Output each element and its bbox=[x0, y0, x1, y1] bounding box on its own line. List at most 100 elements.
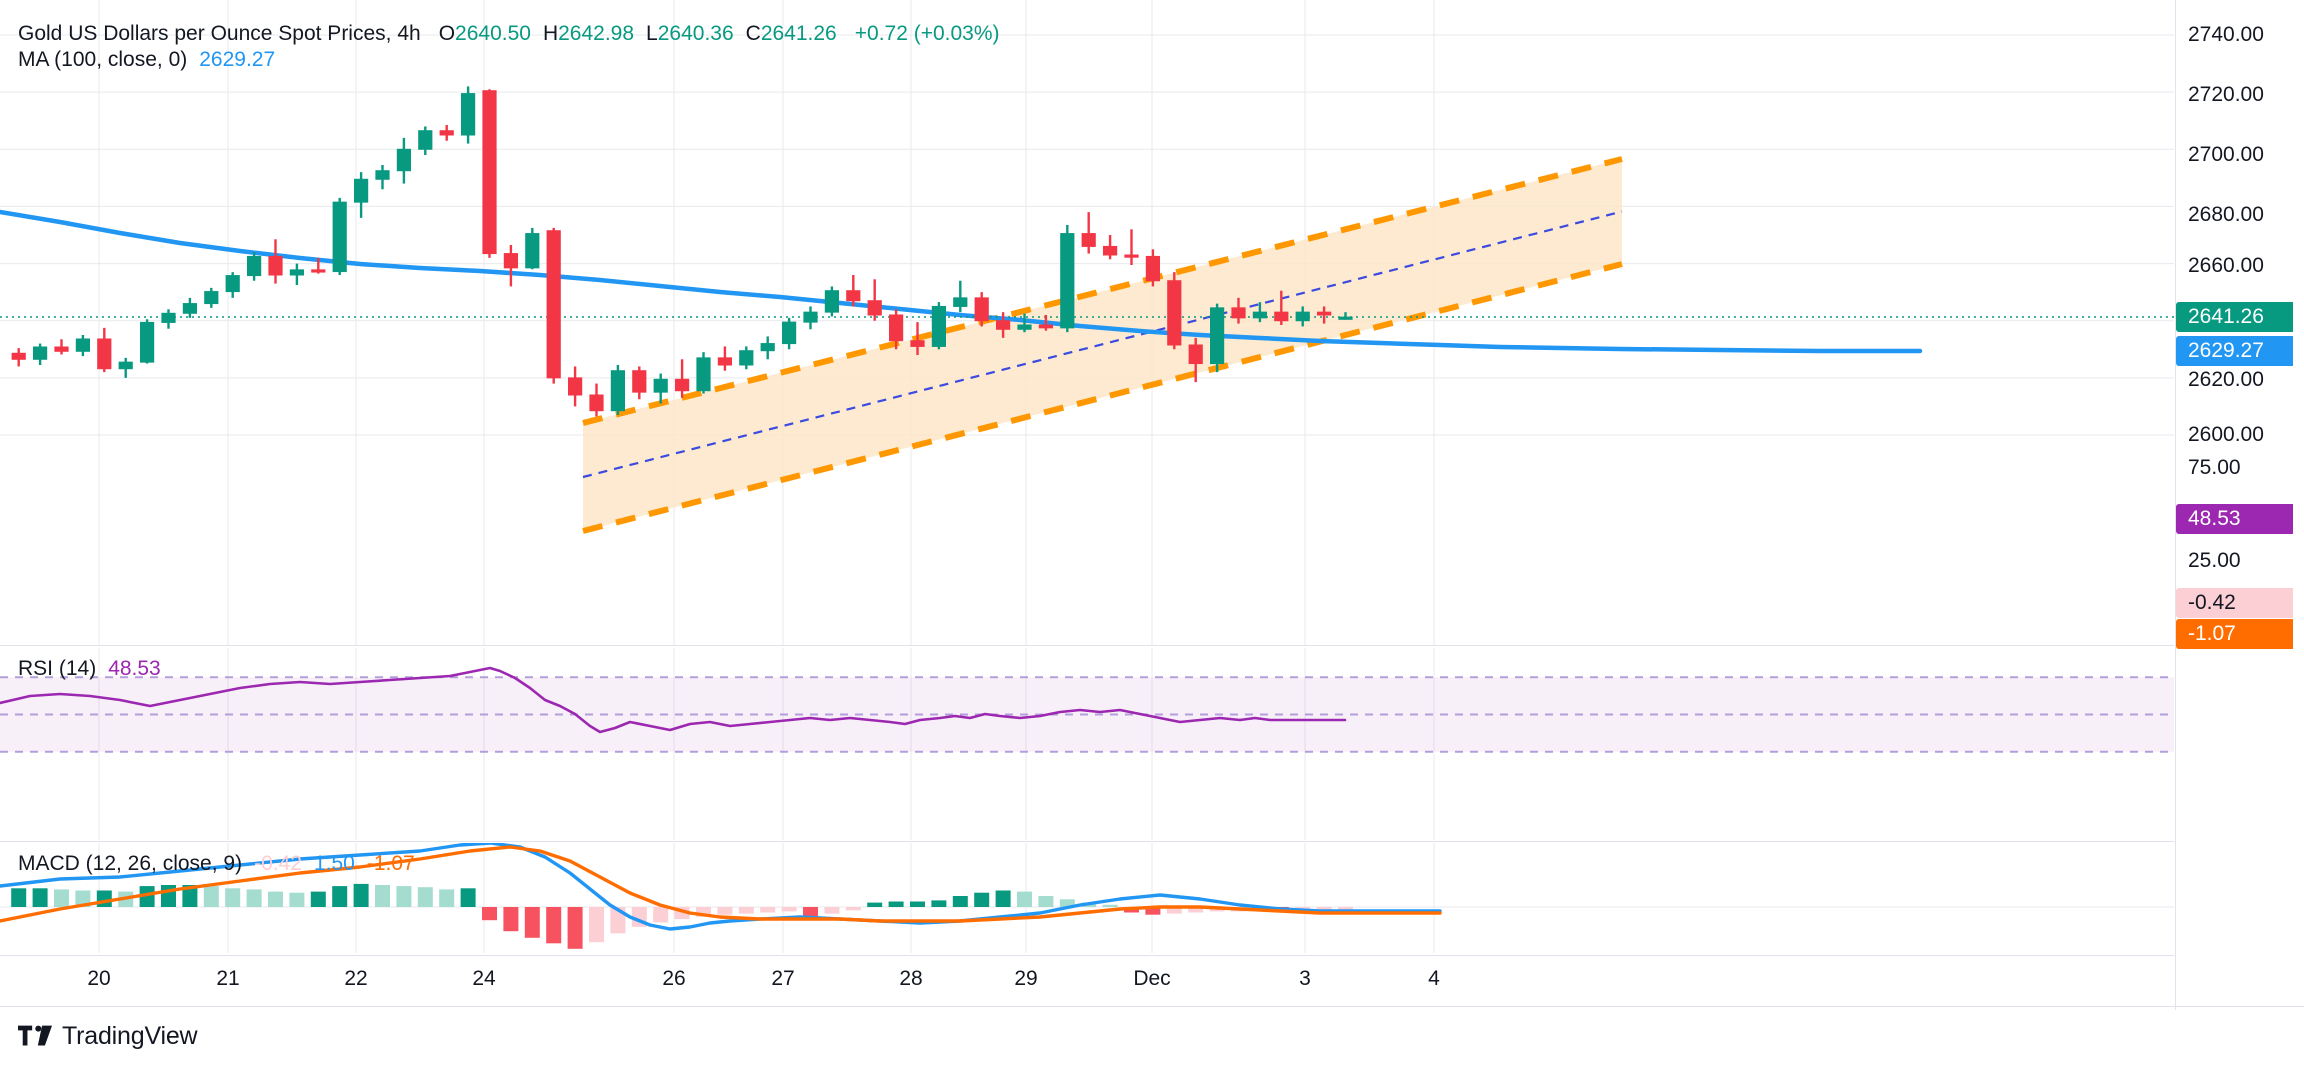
macd-pane[interactable] bbox=[0, 843, 2174, 953]
candle-body[interactable] bbox=[482, 90, 497, 255]
macd-histogram-bar bbox=[696, 907, 711, 917]
candle-body[interactable] bbox=[1252, 311, 1268, 319]
candle-body[interactable] bbox=[525, 233, 540, 269]
candle-body[interactable] bbox=[1017, 324, 1032, 330]
candle-body[interactable] bbox=[1317, 311, 1332, 316]
ma-legend-value: 2629.27 bbox=[199, 48, 276, 71]
channel-median-line[interactable] bbox=[582, 210, 1623, 479]
candle-body[interactable] bbox=[396, 148, 411, 172]
candle-body[interactable] bbox=[1145, 255, 1161, 282]
candle-body[interactable] bbox=[632, 370, 647, 393]
macd-histogram-bar bbox=[1038, 896, 1054, 907]
candle-body[interactable] bbox=[289, 269, 304, 276]
candle-body[interactable] bbox=[653, 378, 668, 393]
candle-body[interactable] bbox=[439, 130, 454, 136]
ohlc-close-label: C bbox=[745, 22, 761, 45]
candle-body[interactable] bbox=[118, 361, 133, 370]
channel-lower-line[interactable] bbox=[582, 261, 1623, 534]
candle-body[interactable] bbox=[204, 291, 219, 305]
macd-legend[interactable]: MACD (12, 26, close, 9) -0.42 1.50 -1.07 bbox=[18, 851, 415, 877]
macd-histogram-bar bbox=[1145, 907, 1161, 915]
candle-body[interactable] bbox=[311, 269, 326, 273]
candle-body[interactable] bbox=[503, 253, 518, 269]
ohlc-open-label: O bbox=[438, 22, 456, 45]
candle-body[interactable] bbox=[182, 303, 198, 314]
candle-body[interactable] bbox=[931, 305, 946, 347]
candle-body[interactable] bbox=[354, 178, 369, 203]
candle-body[interactable] bbox=[11, 352, 26, 360]
candle-body[interactable] bbox=[889, 314, 904, 342]
tradingview-logo[interactable]: TradingView bbox=[18, 1020, 198, 1052]
candle-body[interactable] bbox=[675, 378, 690, 392]
price-pane[interactable] bbox=[0, 0, 2174, 645]
candle-body[interactable] bbox=[803, 311, 818, 323]
macd-histogram-bar bbox=[1102, 904, 1118, 907]
price-axis-badge[interactable]: 2629.27 bbox=[2176, 336, 2293, 366]
price-legend[interactable]: Gold US Dollars per Ounce Spot Prices, 4… bbox=[18, 21, 1000, 47]
candle-body[interactable] bbox=[97, 338, 112, 370]
time-axis-bottom[interactable]: 20 21 22 24 26 27 28 29 Dec 3 4 bbox=[0, 955, 2174, 1008]
candle-body[interactable] bbox=[140, 321, 155, 363]
ma-legend[interactable]: MA (100, close, 0) 2629.27 bbox=[18, 47, 275, 73]
candle-body[interactable] bbox=[546, 230, 561, 379]
candle-body[interactable] bbox=[247, 255, 262, 277]
rsi-legend[interactable]: RSI (14) 48.53 bbox=[18, 656, 161, 682]
macd-signal-line[interactable] bbox=[0, 845, 1442, 923]
candle-body[interactable] bbox=[1210, 307, 1225, 365]
time-axis-tick: 3 bbox=[1299, 967, 1311, 990]
candle-body[interactable] bbox=[739, 350, 754, 366]
candle-body[interactable] bbox=[846, 290, 861, 302]
macd-histogram-bar bbox=[910, 901, 925, 907]
macd-histogram-bar bbox=[225, 888, 241, 907]
price-axis-badge[interactable]: 2641.26 bbox=[2176, 302, 2293, 332]
price-axis-right[interactable]: 2740.00 2720.00 2700.00 2680.00 2660.00 2620.… bbox=[2175, 0, 2304, 1010]
macd-axis-badge[interactable]: -0.42 bbox=[2176, 588, 2293, 618]
candle-body[interactable] bbox=[589, 394, 604, 412]
candle-body[interactable] bbox=[461, 93, 476, 136]
candle-body[interactable] bbox=[610, 370, 625, 412]
candle-body[interactable] bbox=[1124, 254, 1139, 258]
candle-body[interactable] bbox=[418, 130, 433, 150]
candle-body[interactable] bbox=[867, 300, 882, 316]
candle-body[interactable] bbox=[760, 343, 775, 352]
candle-body[interactable] bbox=[268, 255, 283, 276]
candle-body[interactable] bbox=[953, 297, 968, 307]
price-chart-canvas[interactable] bbox=[0, 0, 2174, 645]
candle-body[interactable] bbox=[33, 346, 48, 360]
candle-body[interactable] bbox=[1167, 280, 1182, 346]
macd-histogram-bar bbox=[931, 900, 947, 907]
candle-body[interactable] bbox=[332, 201, 347, 273]
candle-body[interactable] bbox=[996, 320, 1011, 330]
candle-body[interactable] bbox=[568, 377, 583, 396]
candle-body[interactable] bbox=[1060, 233, 1075, 329]
rsi-axis-badge[interactable]: 48.53 bbox=[2176, 504, 2293, 534]
candle-body[interactable] bbox=[1274, 311, 1289, 322]
candle-body[interactable] bbox=[824, 290, 839, 313]
candle-body[interactable] bbox=[225, 275, 240, 293]
candle-body[interactable] bbox=[1188, 344, 1203, 365]
macd-chart-canvas[interactable] bbox=[0, 843, 2174, 953]
rsi-line[interactable] bbox=[0, 666, 1347, 734]
candle-body[interactable] bbox=[1338, 316, 1353, 320]
candle-body[interactable] bbox=[1295, 311, 1310, 322]
rsi-chart-canvas[interactable] bbox=[0, 648, 2174, 840]
macd-axis-badge[interactable]: -1.07 bbox=[2176, 619, 2293, 649]
candle-body[interactable] bbox=[1081, 233, 1096, 247]
candle-body[interactable] bbox=[161, 312, 176, 323]
macd-histogram-bar bbox=[589, 907, 604, 943]
candle-body[interactable] bbox=[54, 346, 69, 352]
time-axis-tick: 26 bbox=[662, 967, 686, 990]
channel-upper-line[interactable] bbox=[582, 156, 1623, 426]
macd-line[interactable] bbox=[0, 843, 1442, 931]
candle-body[interactable] bbox=[1231, 307, 1246, 319]
candle-body[interactable] bbox=[375, 170, 390, 180]
candle-body[interactable] bbox=[974, 297, 989, 322]
candle-body[interactable] bbox=[1038, 324, 1054, 329]
candle-body[interactable] bbox=[696, 357, 711, 392]
candle-body[interactable] bbox=[1103, 245, 1118, 256]
candle-body[interactable] bbox=[782, 321, 797, 345]
candle-body[interactable] bbox=[717, 357, 732, 366]
candle-body[interactable] bbox=[75, 338, 91, 352]
rsi-pane[interactable] bbox=[0, 648, 2174, 840]
candle-body[interactable] bbox=[910, 340, 925, 347]
